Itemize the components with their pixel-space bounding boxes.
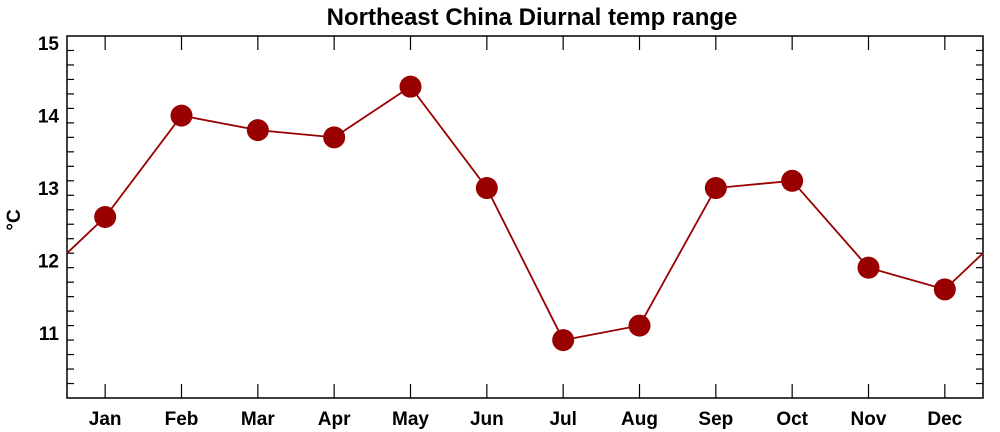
- data-point-jan: [94, 206, 117, 228]
- x-tick-label: May: [392, 409, 429, 430]
- x-tick-label: Feb: [165, 409, 199, 430]
- data-point-feb: [170, 104, 193, 127]
- y-tick-label: 15: [38, 34, 60, 55]
- axes: 11 12 13 14 15 Jan Feb Mar Apr May Jun Jul Aug Sep Oct…: [38, 34, 984, 430]
- x-tick-label: Oct: [776, 409, 808, 430]
- data-point-dec: [933, 278, 956, 301]
- x-tick-label: Nov: [851, 409, 887, 430]
- x-tick-label: Dec: [927, 409, 962, 430]
- x-tick-label: Jun: [470, 409, 504, 430]
- chart-title: Northeast China Diurnal temp range: [327, 4, 738, 31]
- y-tick-label: 11: [39, 324, 60, 345]
- x-tick-label: Sep: [698, 409, 733, 430]
- data-point-apr: [323, 126, 346, 149]
- data-point-oct: [781, 169, 804, 192]
- data-point-jun: [475, 177, 498, 200]
- data-point-mar: [246, 119, 269, 142]
- data-series: [66, 75, 984, 352]
- data-point-may: [399, 75, 422, 98]
- series-line: [66, 85, 984, 342]
- plot-frame: [66, 35, 984, 399]
- data-point-sep: [704, 177, 727, 200]
- y-tick-label: 13: [38, 179, 59, 200]
- x-tick-label: Apr: [318, 409, 351, 430]
- data-point-jul: [552, 329, 575, 352]
- y-tick-label: 14: [38, 107, 60, 128]
- x-tick-label: Mar: [241, 409, 275, 430]
- y-axis-label: °C: [4, 209, 25, 231]
- x-tick-label: Jul: [549, 409, 576, 430]
- data-point-aug: [628, 314, 651, 337]
- y-tick-label: 12: [38, 251, 59, 272]
- x-tick-label: Jan: [89, 409, 122, 430]
- x-tick-label: Aug: [621, 409, 658, 430]
- data-point-nov: [857, 256, 880, 279]
